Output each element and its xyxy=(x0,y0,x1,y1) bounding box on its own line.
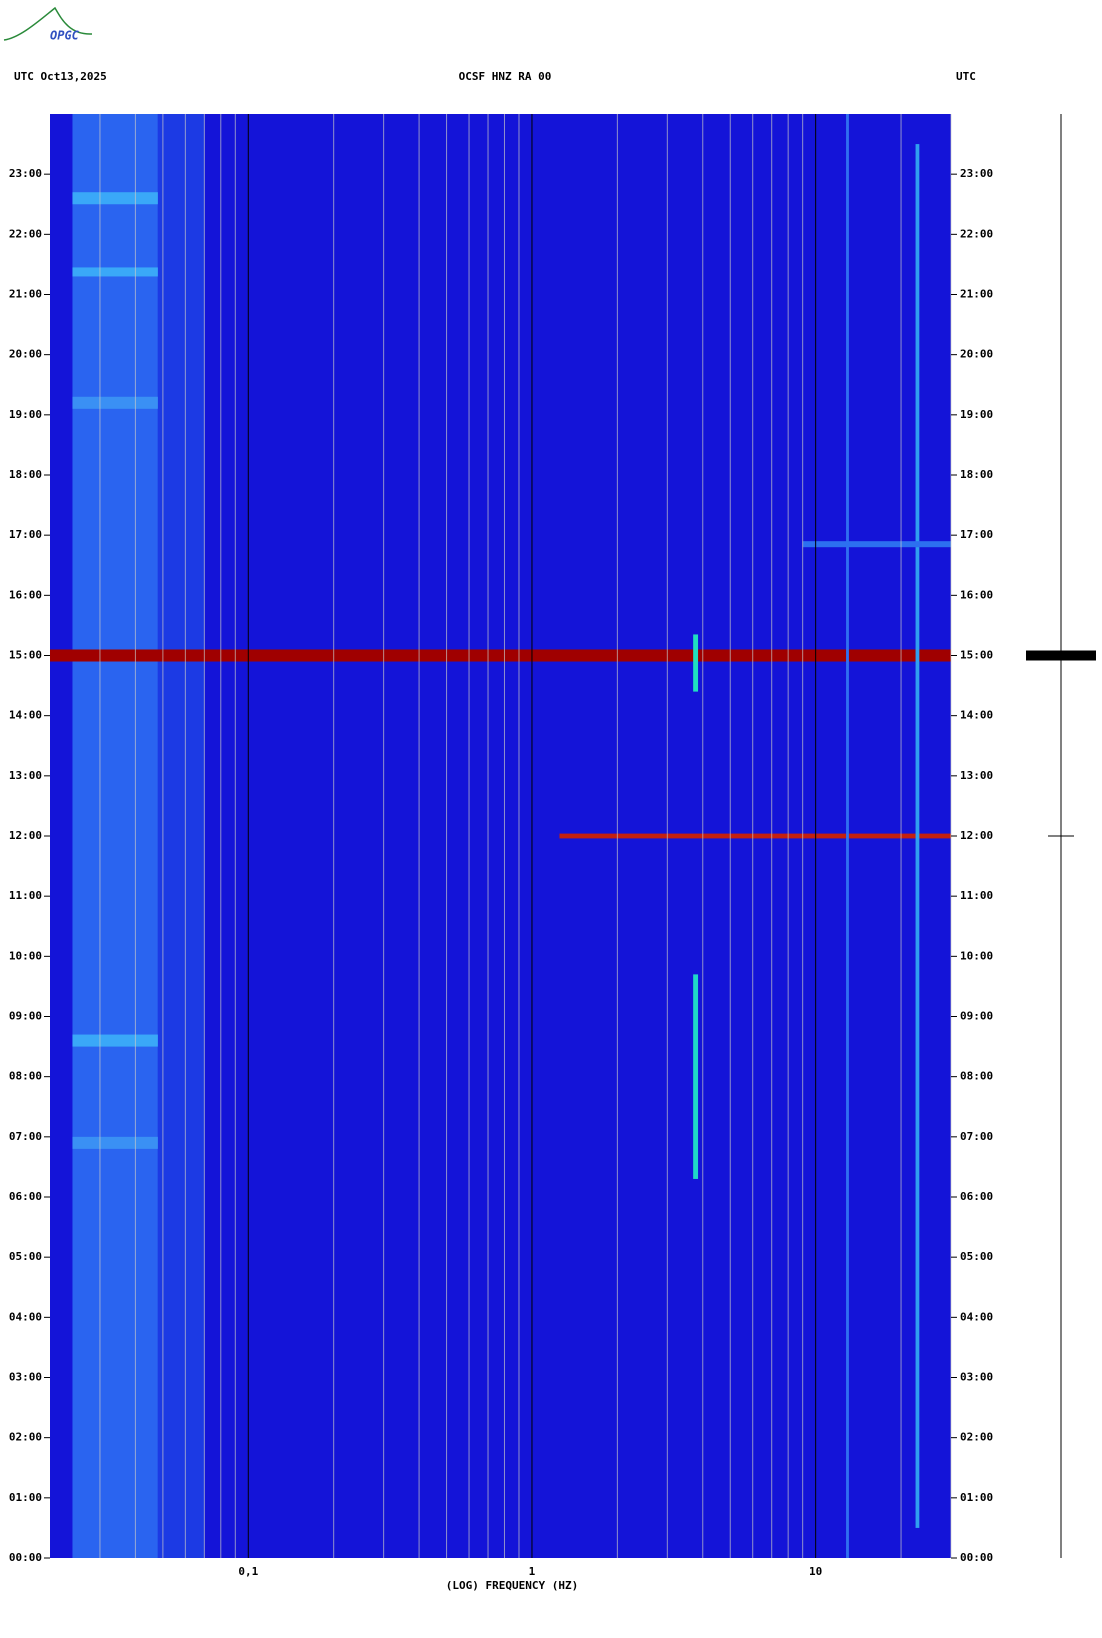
y-tick-label: 03:00 xyxy=(9,1371,42,1384)
spectral-feature xyxy=(559,833,951,839)
trace-mark xyxy=(1048,835,1074,837)
y-tick-label: 00:00 xyxy=(9,1551,42,1564)
y-tick-label: 06:00 xyxy=(960,1190,993,1203)
y-tick-label: 02:00 xyxy=(9,1431,42,1444)
y-tick-label: 17:00 xyxy=(960,528,993,541)
y-tick-label: 21:00 xyxy=(9,288,42,301)
title-left: UTC Oct13,2025 xyxy=(14,70,107,83)
y-tick-label: 07:00 xyxy=(960,1130,993,1143)
y-tick-label: 10:00 xyxy=(9,949,42,962)
y-tick-label: 09:00 xyxy=(960,1010,993,1023)
y-tick-label: 21:00 xyxy=(960,288,993,301)
y-tick-label: 06:00 xyxy=(9,1190,42,1203)
y-tick-label: 08:00 xyxy=(9,1070,42,1083)
x-tick-label: 0,1 xyxy=(238,1565,258,1578)
title-right: UTC xyxy=(956,70,976,83)
logo-shape xyxy=(3,6,93,41)
y-tick-label: 09:00 xyxy=(9,1010,42,1023)
spectral-feature xyxy=(50,649,951,662)
y-tick-label: 16:00 xyxy=(9,588,42,601)
y-tick-label: 19:00 xyxy=(9,408,42,421)
y-tick-label: 01:00 xyxy=(960,1491,993,1504)
y-tick-label: 13:00 xyxy=(9,769,42,782)
y-tick-label: 15:00 xyxy=(9,649,42,662)
y-tick-label: 22:00 xyxy=(960,227,993,240)
spectral-feature xyxy=(802,541,951,548)
x-tick-label: 10 xyxy=(809,1565,822,1578)
y-tick-label: 02:00 xyxy=(960,1431,993,1444)
y-tick-label: 14:00 xyxy=(960,709,993,722)
y-tick-label: 01:00 xyxy=(9,1491,42,1504)
y-tick-label: 10:00 xyxy=(960,949,993,962)
spectral-feature xyxy=(72,192,158,205)
y-tick-label: 00:00 xyxy=(960,1551,993,1564)
x-axis-label: (LOG) FREQUENCY (HZ) xyxy=(446,1579,578,1592)
y-tick-label: 12:00 xyxy=(960,829,993,842)
y-tick-label: 12:00 xyxy=(9,829,42,842)
y-tick-label: 15:00 xyxy=(960,649,993,662)
spectral-feature xyxy=(72,114,158,1558)
y-tick-label: 08:00 xyxy=(960,1070,993,1083)
y-tick-label: 18:00 xyxy=(9,468,42,481)
spectral-feature xyxy=(693,634,699,692)
y-tick-label: 11:00 xyxy=(960,889,993,902)
spectral-feature xyxy=(72,1136,158,1149)
logo: OPGC xyxy=(50,29,80,43)
spectral-feature xyxy=(693,974,699,1179)
spectral-feature xyxy=(915,144,920,1528)
y-tick-label: 16:00 xyxy=(960,588,993,601)
y-tick-label: 07:00 xyxy=(9,1130,42,1143)
y-tick-label: 22:00 xyxy=(9,227,42,240)
y-tick-label: 04:00 xyxy=(9,1310,42,1323)
y-tick-label: 05:00 xyxy=(960,1250,993,1263)
y-tick-label: 03:00 xyxy=(960,1371,993,1384)
y-tick-label: 04:00 xyxy=(960,1310,993,1323)
trace-mark xyxy=(1026,650,1096,661)
spectral-feature xyxy=(72,396,158,409)
spectral-feature xyxy=(72,267,158,277)
chart-title: OCSF HNZ RA 00 xyxy=(459,70,552,83)
y-tick-label: 20:00 xyxy=(9,348,42,361)
spectral-feature xyxy=(72,1034,158,1047)
x-tick-label: 1 xyxy=(529,1565,536,1578)
y-tick-label: 19:00 xyxy=(960,408,993,421)
y-tick-label: 23:00 xyxy=(960,167,993,180)
y-tick-label: 18:00 xyxy=(960,468,993,481)
spectral-feature xyxy=(157,114,205,1558)
spectral-feature xyxy=(846,114,849,1558)
y-tick-label: 14:00 xyxy=(9,709,42,722)
y-tick-label: 20:00 xyxy=(960,348,993,361)
y-tick-label: 13:00 xyxy=(960,769,993,782)
y-tick-label: 17:00 xyxy=(9,528,42,541)
y-tick-label: 11:00 xyxy=(9,889,42,902)
y-tick-label: 05:00 xyxy=(9,1250,42,1263)
y-tick-label: 23:00 xyxy=(9,167,42,180)
